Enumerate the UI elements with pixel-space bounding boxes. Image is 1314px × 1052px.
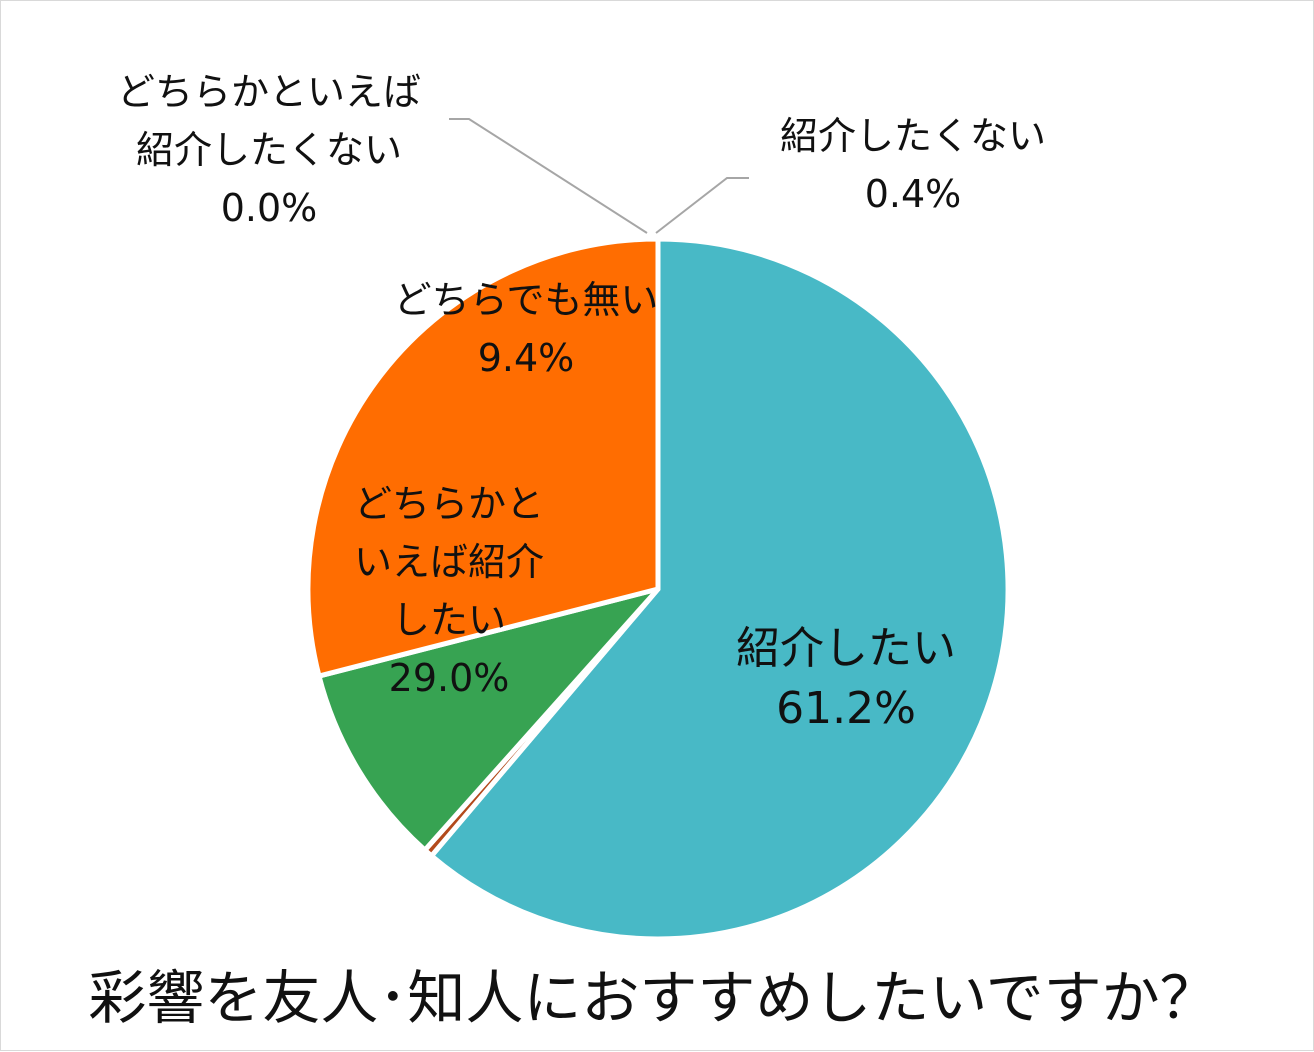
pie-slice-3	[316, 586, 661, 853]
chart-title: 彩響を友人･知人におすすめしたいですか？	[88, 964, 1217, 1032]
slice-value-label-2: 0.0%	[221, 186, 318, 230]
slice-category-label-2: どちらかといえば	[117, 70, 421, 114]
slice-category-label-1: 紹介したくない	[780, 114, 1046, 158]
slice-category-label-4: したい	[392, 598, 506, 642]
slice-labels: 紹介したい61.2%紹介したくない0.4%どちらかといえば紹介したくない0.0%…	[117, 70, 1046, 734]
slice-category-label-0: 紹介したい	[736, 623, 956, 674]
slice-value-label-4: 29.0%	[389, 656, 510, 700]
slice-category-label-4: いえば紹介	[354, 540, 544, 584]
leader-line-2	[449, 118, 648, 234]
leader-lines	[449, 118, 749, 234]
slice-category-label-4: どちらかと	[354, 482, 544, 526]
slice-category-label-2: 紹介したくない	[136, 128, 402, 172]
pie-slices	[305, 236, 1011, 942]
pie-slice-4	[305, 236, 661, 679]
slice-value-label-1: 0.4%	[865, 172, 962, 216]
slice-category-label-3: どちらでも無い	[394, 278, 659, 322]
leader-line-1	[655, 177, 749, 234]
pie-slice-0	[429, 236, 1011, 942]
slice-value-label-3: 9.4%	[478, 336, 575, 380]
slice-value-label-0: 61.2%	[776, 683, 916, 734]
